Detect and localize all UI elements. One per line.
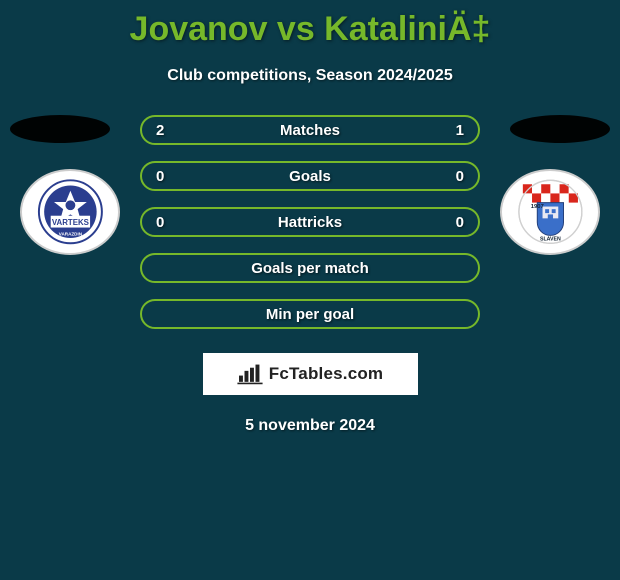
- row-matches-label: Matches: [142, 122, 478, 139]
- row-goals-left: 0: [156, 168, 164, 185]
- slaven-badge-icon: 1907 SLAVEN: [512, 179, 589, 245]
- row-matches-left: 2: [156, 122, 164, 139]
- comparison-content: VARTEKS VARAZDIN: [0, 115, 620, 435]
- subtitle-text: Club competitions, Season 2024/2025: [167, 67, 452, 84]
- row-matches: 2 Matches 1: [140, 115, 480, 145]
- row-hattricks-label: Hattricks: [142, 214, 478, 231]
- svg-text:1907: 1907: [530, 204, 544, 210]
- brand-text: FcTables.com: [269, 364, 384, 384]
- svg-text:VARAZDIN: VARAZDIN: [58, 232, 81, 237]
- row-min-per-goal: Min per goal: [140, 299, 480, 329]
- row-gpm-label: Goals per match: [142, 260, 478, 277]
- shadow-ellipse-left: [10, 115, 110, 143]
- title-text: Jovanov vs KataliniÄ‡: [130, 10, 491, 48]
- row-goals-label: Goals: [142, 168, 478, 185]
- svg-text:VARTEKS: VARTEKS: [52, 218, 89, 227]
- row-mpg-label: Min per goal: [142, 306, 478, 323]
- row-goals: 0 Goals 0: [140, 161, 480, 191]
- footer-date: 5 november 2024: [0, 417, 620, 435]
- svg-text:SLAVEN: SLAVEN: [540, 237, 561, 243]
- brand-box: FcTables.com: [203, 353, 418, 395]
- row-matches-right: 1: [456, 122, 464, 139]
- row-hattricks-left: 0: [156, 214, 164, 231]
- date-text: 5 november 2024: [245, 417, 375, 434]
- bar-chart-icon: [237, 363, 263, 385]
- row-hattricks-right: 0: [456, 214, 464, 231]
- club-badge-left: VARTEKS VARAZDIN: [20, 169, 120, 255]
- subtitle: Club competitions, Season 2024/2025: [0, 67, 620, 85]
- row-goals-per-match: Goals per match: [140, 253, 480, 283]
- page-title: Jovanov vs KataliniÄ‡: [0, 0, 620, 49]
- row-goals-right: 0: [456, 168, 464, 185]
- comparison-rows: 2 Matches 1 0 Goals 0 0 Hattricks 0 Goal…: [140, 115, 480, 329]
- row-hattricks: 0 Hattricks 0: [140, 207, 480, 237]
- shadow-ellipse-right: [510, 115, 610, 143]
- varteks-badge-icon: VARTEKS VARAZDIN: [32, 179, 109, 245]
- club-badge-right: 1907 SLAVEN: [500, 169, 600, 255]
